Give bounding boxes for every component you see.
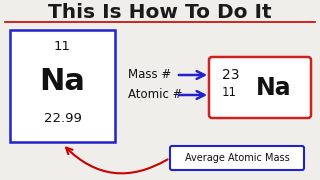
Text: 23: 23 [222,68,239,82]
Text: 22.99: 22.99 [44,111,81,125]
Text: Average Atomic Mass: Average Atomic Mass [185,153,289,163]
FancyBboxPatch shape [10,30,115,142]
Text: Na: Na [256,76,292,100]
Text: This Is How To Do It: This Is How To Do It [48,3,272,22]
FancyBboxPatch shape [170,146,304,170]
FancyArrowPatch shape [66,148,168,173]
Text: Na: Na [40,68,85,96]
Text: Mass #: Mass # [128,69,171,82]
FancyBboxPatch shape [209,57,311,118]
Text: Atomic #: Atomic # [128,89,182,102]
Text: 11: 11 [54,39,71,53]
Text: 11: 11 [222,86,237,98]
